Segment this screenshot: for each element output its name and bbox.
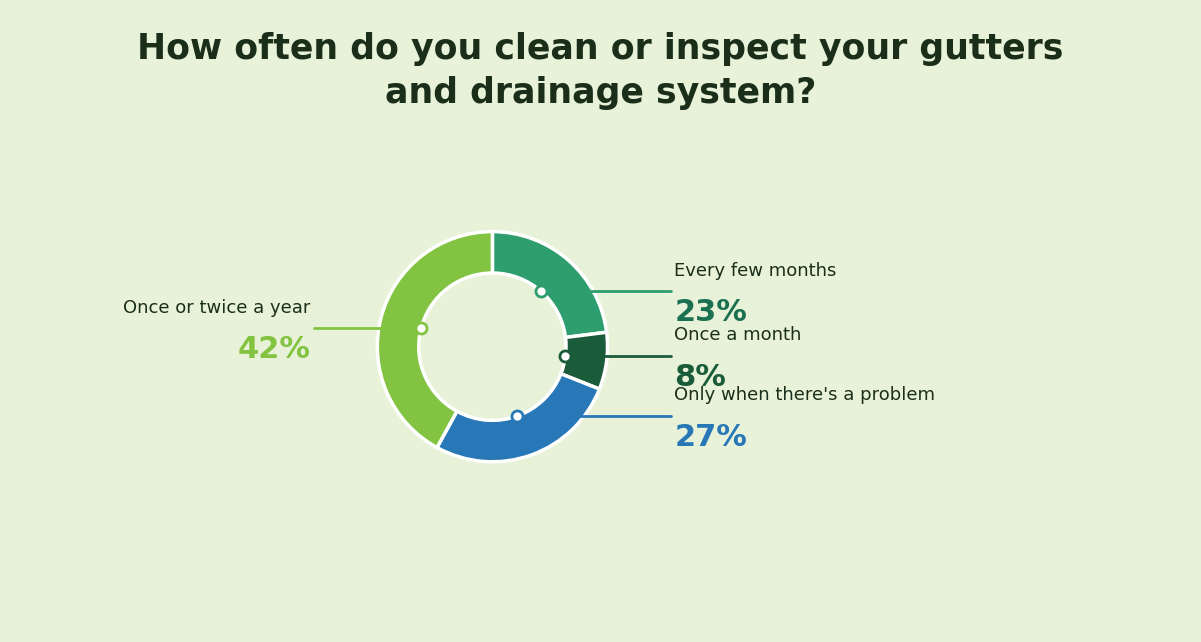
Text: 27%: 27% — [674, 423, 747, 452]
Text: Once or twice a year: Once or twice a year — [124, 299, 311, 317]
Wedge shape — [437, 374, 599, 462]
Text: Once a month: Once a month — [674, 326, 801, 344]
Wedge shape — [377, 232, 492, 447]
Text: 42%: 42% — [238, 335, 311, 364]
Text: How often do you clean or inspect your gutters
and drainage system?: How often do you clean or inspect your g… — [137, 32, 1064, 110]
Text: 23%: 23% — [674, 299, 747, 327]
Wedge shape — [492, 232, 607, 338]
Text: Every few months: Every few months — [674, 262, 837, 280]
Text: Only when there's a problem: Only when there's a problem — [674, 386, 936, 404]
Wedge shape — [561, 333, 608, 389]
Text: 8%: 8% — [674, 363, 727, 392]
